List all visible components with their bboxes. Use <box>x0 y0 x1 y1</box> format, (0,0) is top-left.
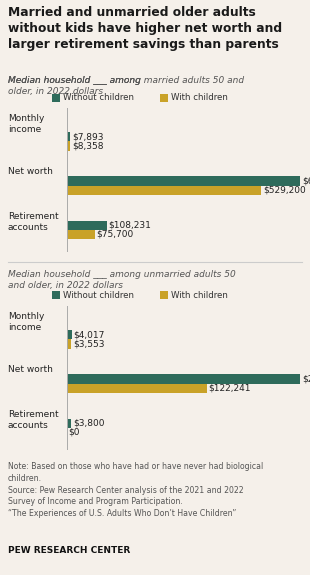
Text: Without children: Without children <box>63 94 134 102</box>
Text: With children: With children <box>171 290 228 300</box>
Text: $634,694: $634,694 <box>302 177 310 185</box>
Text: Note: Based on those who have had or have never had biological
children.
Source:: Note: Based on those who have had or hav… <box>8 462 263 518</box>
Text: Monthly
income: Monthly income <box>8 114 44 134</box>
Text: $122,241: $122,241 <box>209 384 251 393</box>
Text: Retirement
accounts: Retirement accounts <box>8 212 59 232</box>
Text: Married and unmarried older adults
without kids have higher net worth and
larger: Married and unmarried older adults witho… <box>8 6 282 51</box>
Bar <box>67 141 70 151</box>
Text: $7,893: $7,893 <box>72 132 103 141</box>
Text: PEW RESEARCH CENTER: PEW RESEARCH CENTER <box>8 546 130 555</box>
Text: $3,800: $3,800 <box>73 419 105 428</box>
Text: $108,231: $108,231 <box>108 221 152 229</box>
Text: $4,017: $4,017 <box>73 330 105 339</box>
Text: Median household ___ among: Median household ___ among <box>8 76 144 85</box>
Text: $0: $0 <box>68 428 79 437</box>
Text: Without children: Without children <box>63 290 134 300</box>
Bar <box>67 176 300 186</box>
Bar <box>67 186 261 195</box>
Text: Net worth: Net worth <box>8 167 53 177</box>
Text: Median household ___ among: Median household ___ among <box>8 76 144 85</box>
Text: $203,900: $203,900 <box>302 374 310 384</box>
Bar <box>67 230 95 239</box>
Bar <box>67 374 300 384</box>
Text: With children: With children <box>171 94 228 102</box>
Bar <box>67 330 72 339</box>
Text: $8,358: $8,358 <box>72 141 104 151</box>
Text: Net worth: Net worth <box>8 366 53 374</box>
Text: Retirement
accounts: Retirement accounts <box>8 411 59 430</box>
Bar <box>67 221 107 230</box>
Text: $75,700: $75,700 <box>97 230 134 239</box>
Text: $529,200: $529,200 <box>263 186 306 195</box>
Text: Median household ___ among unmarried adults 50
and older, in 2022 dollars: Median household ___ among unmarried adu… <box>8 270 236 290</box>
Bar <box>67 384 207 393</box>
Bar <box>67 132 70 141</box>
Bar <box>67 419 71 428</box>
Text: $3,553: $3,553 <box>73 339 104 348</box>
Bar <box>67 339 71 348</box>
Text: Median household ___ among — adults 50 and
older, in 2022 dollars: Median household ___ among — adults 50 a… <box>8 76 218 96</box>
Text: Median household ___ among married adults 50 and
older, in 2022 dollars: Median household ___ among married adult… <box>8 76 244 96</box>
Text: Monthly
income: Monthly income <box>8 312 44 332</box>
